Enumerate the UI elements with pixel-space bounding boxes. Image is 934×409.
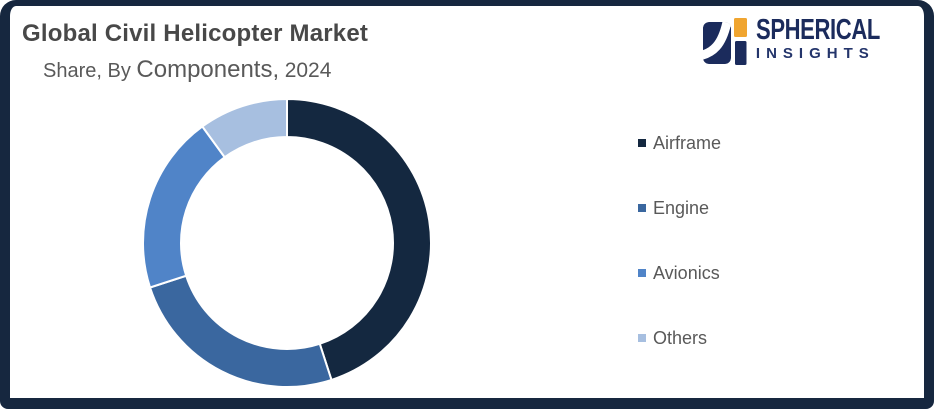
legend-swatch-icon: [638, 204, 646, 212]
logo-name: SPHERICAL: [755, 14, 880, 46]
legend-item-engine: Engine: [638, 198, 721, 218]
donut-segment-avionics: [142, 125, 227, 289]
logo-tagline: INSIGHTS: [755, 45, 875, 62]
donut-segment-others: [200, 98, 288, 159]
chart-title: Global Civil Helicopter Market: [22, 20, 369, 47]
logo-text: SPHERICAL INSIGHTS: [755, 14, 919, 62]
donut-chart: [142, 98, 432, 388]
legend-label: Airframe: [653, 132, 722, 153]
legend-label: Engine: [653, 197, 710, 218]
subtitle-year: 2024: [284, 59, 332, 82]
legend-swatch-icon: [638, 139, 646, 147]
legend-swatch-icon: [638, 269, 646, 277]
legend-item-others: Others: [638, 328, 721, 348]
logo-mark-icon: [702, 18, 747, 65]
legend-label: Others: [653, 327, 708, 348]
subtitle-components: Components,: [136, 56, 280, 83]
chart-subtitle: Share, By Components, 2024: [43, 56, 331, 85]
chart-legend: Airframe Engine Avionics Others: [638, 133, 721, 393]
legend-item-avionics: Avionics: [638, 263, 721, 283]
donut-segment-airframe: [286, 98, 432, 382]
legend-label: Avionics: [653, 262, 720, 283]
legend-swatch-icon: [638, 334, 646, 342]
donut-segment-engine: [148, 274, 333, 388]
spherical-insights-logo: SPHERICAL INSIGHTS: [702, 14, 919, 67]
legend-item-airframe: Airframe: [638, 133, 721, 153]
subtitle-share-by: Share, By: [43, 60, 131, 82]
